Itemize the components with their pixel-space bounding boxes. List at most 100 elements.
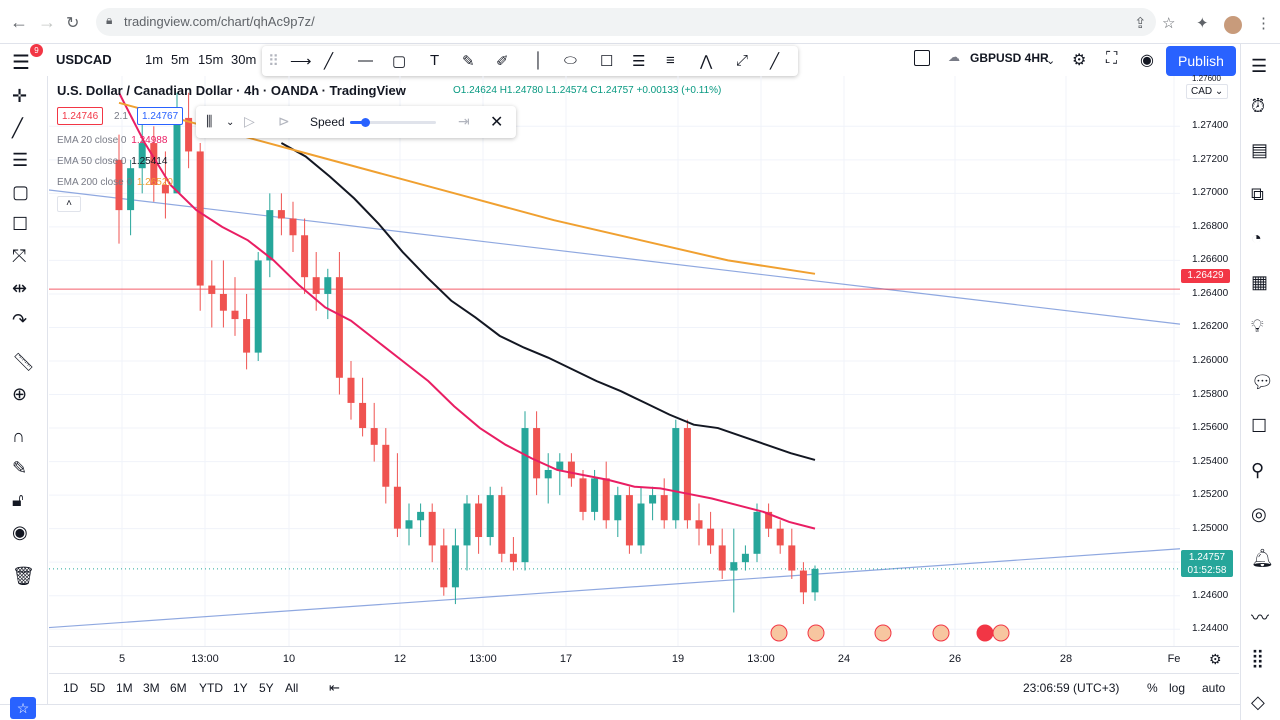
range-1m[interactable]: 1M xyxy=(116,681,133,695)
drag-handle-icon[interactable]: ⠿ xyxy=(268,53,279,70)
favorites-star-icon[interactable]: ☆ xyxy=(10,697,36,719)
close-icon[interactable]: ✕ xyxy=(490,114,504,131)
highlighter-icon[interactable]: ✐ xyxy=(496,53,509,70)
menu-icon[interactable]: ☰ xyxy=(12,52,30,74)
zoom-in-icon[interactable]: ⊕ xyxy=(12,384,28,404)
pulse-icon[interactable]: 〰 xyxy=(1251,608,1269,628)
lock-drawings-icon[interactable]: 🔓︎ xyxy=(12,490,24,510)
camera-icon[interactable]: ◉ xyxy=(1140,52,1154,69)
price-chart[interactable] xyxy=(49,76,1239,672)
layout-name-button[interactable]: GBPUSD 4HR xyxy=(970,51,1049,65)
timeframe-15m[interactable]: 15m xyxy=(198,52,224,67)
ema200-legend[interactable]: EMA 200 close 0 1.26520 xyxy=(57,177,173,188)
timeframe-5m[interactable]: 5m xyxy=(171,52,190,67)
watchlist-icon[interactable]: ☰ xyxy=(1251,56,1268,76)
share-icon[interactable]: ⇪ xyxy=(1134,15,1147,32)
bid-sell-button[interactable]: 1.24746 xyxy=(57,107,104,125)
calendar-icon[interactable]: ◔ xyxy=(1251,228,1262,248)
time-scale[interactable]: ⚙︎ 5 13:00 10 12 13:00 17 19 13:00 24 26 28 Fe xyxy=(49,646,1239,672)
percent-scale-toggle[interactable]: % xyxy=(1147,681,1158,695)
data-window-icon[interactable]: ▤ xyxy=(1251,140,1269,160)
range-1y[interactable]: 1Y xyxy=(233,681,248,695)
trash-icon[interactable]: 🗑︎ xyxy=(12,566,35,586)
trend-line-icon[interactable]: ╱ xyxy=(324,53,334,70)
speed-slider[interactable] xyxy=(350,118,436,127)
messages-icon[interactable]: ☐ xyxy=(1251,416,1268,436)
horizontal-line-icon[interactable]: — xyxy=(358,52,373,69)
chat-icon[interactable]: 💬︎ xyxy=(1251,372,1274,392)
chart-pane[interactable] xyxy=(49,76,1239,672)
trend-line-tool-icon[interactable]: ╱ xyxy=(12,118,23,138)
forward-icon[interactable]: → xyxy=(38,12,56,32)
range-all[interactable]: All xyxy=(285,681,299,695)
callout-icon[interactable]: ☐ xyxy=(600,53,614,70)
ellipse-icon[interactable]: ⬭ xyxy=(564,52,577,69)
more-menu-icon[interactable]: ⋮ xyxy=(1256,15,1271,32)
measure-tool-icon[interactable]: ⇹ xyxy=(12,278,28,298)
legend-symbol-title[interactable]: U.S. Dollar / Canadian Dollar · 4h · OAN… xyxy=(57,83,406,98)
ema50-legend[interactable]: EMA 50 close 0 1.25414 xyxy=(57,156,167,167)
speed-slider-handle[interactable] xyxy=(361,118,371,127)
ema20-legend[interactable]: EMA 20 close 0 1.24988 xyxy=(57,135,167,146)
ruler-icon[interactable]: 📏︎ xyxy=(12,352,35,372)
range-5y[interactable]: 5Y xyxy=(259,681,274,695)
help-icon[interactable]: ◇ xyxy=(1251,692,1265,712)
range-ytd[interactable]: YTD xyxy=(199,681,223,695)
bookmark-star-icon[interactable]: ☆ xyxy=(1162,15,1176,32)
pattern-tool-icon[interactable]: ▢ xyxy=(12,182,30,202)
timeframe-30m[interactable]: 30m xyxy=(231,52,257,67)
vertical-line-icon[interactable]: │ xyxy=(534,52,544,69)
avatar[interactable] xyxy=(1224,16,1242,34)
calculator-icon[interactable]: ▦ xyxy=(1251,272,1269,292)
chevron-down-icon[interactable]: ⌄ xyxy=(1046,55,1056,67)
grid-apps-icon[interactable]: ⣿ xyxy=(1251,648,1265,668)
measure-icon[interactable]: ⤢ xyxy=(736,52,749,69)
broadcast-icon[interactable]: ◎ xyxy=(1251,504,1267,524)
extensions-icon[interactable]: ✦ xyxy=(1196,15,1209,32)
back-icon[interactable]: ← xyxy=(10,12,28,32)
parallel-channel-icon[interactable]: ≡ xyxy=(666,52,675,69)
range-3m[interactable]: 3M xyxy=(143,681,160,695)
chevron-down-icon[interactable]: ⌄ xyxy=(226,117,235,128)
price-scale[interactable]: 1.27400 1.27200 1.27000 1.26800 1.26600 1.264… xyxy=(1180,74,1240,646)
horizontal-ray-icon[interactable]: ⟶ xyxy=(290,53,312,70)
magnet-icon[interactable]: ∩ xyxy=(12,426,25,446)
brush-icon[interactable]: ✎ xyxy=(462,53,475,70)
auto-scale-toggle[interactable]: auto xyxy=(1202,681,1226,695)
crosshair-icon[interactable]: ✛ xyxy=(12,86,28,106)
address-bar[interactable]: 🔒︎ tradingview.com/chart/qhAc9p7z/ xyxy=(96,8,1156,36)
hotlist-icon[interactable]: ⧉ xyxy=(1251,184,1264,204)
path-icon[interactable]: ⋀ xyxy=(700,53,713,70)
annotation-tool-icon[interactable]: ☐ xyxy=(12,214,29,234)
timeframe-1m[interactable]: 1m xyxy=(145,52,164,67)
redo-arrow-icon[interactable]: ↷ xyxy=(12,310,28,330)
pen-icon[interactable]: ╱ xyxy=(770,53,780,70)
select-layout-icon[interactable] xyxy=(914,50,930,66)
reload-icon[interactable]: ↻ xyxy=(66,15,80,32)
fib-retracement-icon[interactable]: ☰ xyxy=(632,53,646,70)
step-forward-icon[interactable]: ⊳ xyxy=(278,113,290,129)
symbol-search-button[interactable]: USDCAD xyxy=(56,52,112,67)
play-icon[interactable]: ▷ xyxy=(244,113,255,129)
text-tool-icon[interactable]: T xyxy=(430,52,440,69)
fib-tool-icon[interactable]: ☰ xyxy=(12,150,29,170)
range-1d[interactable]: 1D xyxy=(63,681,79,695)
legend-collapse-button[interactable]: ˄ xyxy=(57,196,81,212)
ask-buy-button[interactable]: 1.24767 xyxy=(137,107,184,125)
alarm-clock-icon[interactable]: ⏰︎ xyxy=(1251,96,1266,116)
eye-visibility-icon[interactable]: ◉ xyxy=(12,522,28,542)
range-6m[interactable]: 6M xyxy=(170,681,187,695)
rectangle-icon[interactable]: ▢ xyxy=(392,53,407,70)
bottom-panel-tabs[interactable] xyxy=(0,704,1240,720)
timezone-clock[interactable]: 23:06:59 (UTC+3) xyxy=(1023,681,1120,695)
stay-in-drawing-icon[interactable]: ✎ xyxy=(12,458,28,478)
currency-selector[interactable]: CAD ⌄ xyxy=(1186,84,1229,99)
log-scale-toggle[interactable]: log xyxy=(1169,681,1186,695)
streams-icon[interactable]: ⚲ xyxy=(1251,460,1265,480)
prediction-tool-icon[interactable]: ⤧ xyxy=(12,246,27,266)
jump-to-realtime-icon[interactable]: ⇥ xyxy=(458,113,470,129)
scale-settings-gear-icon[interactable]: ⚙︎ xyxy=(1209,651,1222,667)
range-5d[interactable]: 5D xyxy=(90,681,106,695)
replay-select-bar-icon[interactable]: ⫼ xyxy=(206,113,213,129)
publish-button[interactable]: Publish xyxy=(1166,46,1236,76)
